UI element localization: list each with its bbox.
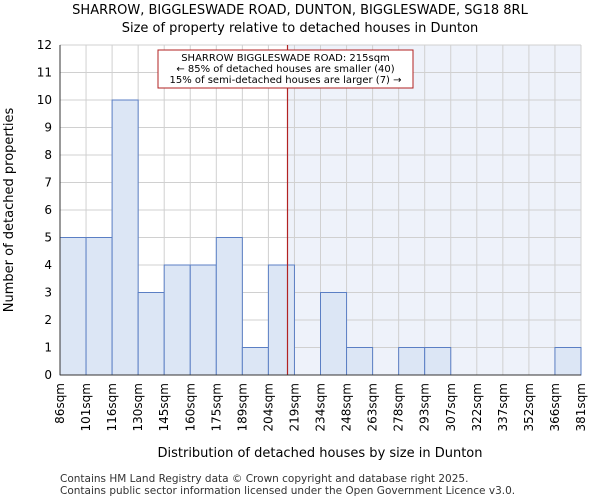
x-tick-label: 145sqm [157,383,171,431]
x-tick-label: 278sqm [392,383,406,431]
bar [346,347,374,376]
x-tick-label: 160sqm [183,383,197,431]
x-tick-label: 381sqm [574,383,588,431]
bar [241,347,269,376]
x-tick-label: 234sqm [314,383,328,431]
bar [267,264,295,376]
chart-title: SHARROW, BIGGLESWADE ROAD, DUNTON, BIGGL… [72,3,528,18]
y-tick-label: 12 [37,38,52,52]
bar [163,264,191,376]
y-tick-label: 0 [44,368,52,382]
x-tick-label: 175sqm [209,383,223,431]
x-tick-label: 263sqm [366,383,380,431]
x-tick-label: 189sqm [235,383,249,431]
bar [59,237,87,376]
y-tick-label: 3 [44,286,52,300]
y-tick-label: 1 [44,341,52,355]
x-axis-title: Distribution of detached houses by size … [157,446,482,461]
bar [424,347,452,376]
annotation-line: ← 85% of detached houses are smaller (40… [176,64,394,75]
bar [215,237,243,376]
chart-subtitle: Size of property relative to detached ho… [122,21,479,36]
annotation-box [157,49,414,89]
footer-line-1: Contains HM Land Registry data © Crown c… [60,473,469,485]
x-tick-label: 352sqm [522,383,536,431]
footer-line-2: Contains public sector information licen… [60,485,516,497]
x-tick-label: 86sqm [53,383,67,424]
bar [137,292,165,376]
bar [189,264,217,376]
annotation-line: 15% of semi-detached houses are larger (… [169,75,401,86]
x-tick-label: 337sqm [496,383,510,431]
x-tick-label: 101sqm [79,383,93,431]
bar [554,347,582,376]
y-tick-label: 7 [44,176,52,190]
x-tick-label: 248sqm [340,383,354,431]
plot-area: SHARROW BIGGLESWADE ROAD: 215sqm← 85% of… [37,38,588,431]
x-tick-label: 116sqm [105,383,119,431]
bar [398,347,426,376]
x-tick-label: 130sqm [131,383,145,431]
y-tick-label: 8 [44,148,52,162]
bar [85,237,113,376]
y-tick-label: 10 [37,93,52,107]
y-tick-label: 6 [44,203,52,217]
x-tick-label: 293sqm [418,383,432,431]
x-tick-label: 219sqm [287,383,301,431]
annotation-line: SHARROW BIGGLESWADE ROAD: 215sqm [181,53,390,64]
bar [320,292,348,376]
x-tick-label: 204sqm [261,383,275,431]
x-tick-label: 366sqm [548,383,562,431]
x-tick-label: 322sqm [470,383,484,431]
y-tick-label: 9 [44,121,52,135]
x-tick-label: 307sqm [444,383,458,431]
bar [111,99,139,376]
y-tick-label: 4 [44,258,52,272]
y-axis-title: Number of detached properties [2,108,17,313]
y-tick-label: 5 [44,231,52,245]
y-tick-label: 2 [44,313,52,327]
y-tick-label: 11 [37,66,52,80]
